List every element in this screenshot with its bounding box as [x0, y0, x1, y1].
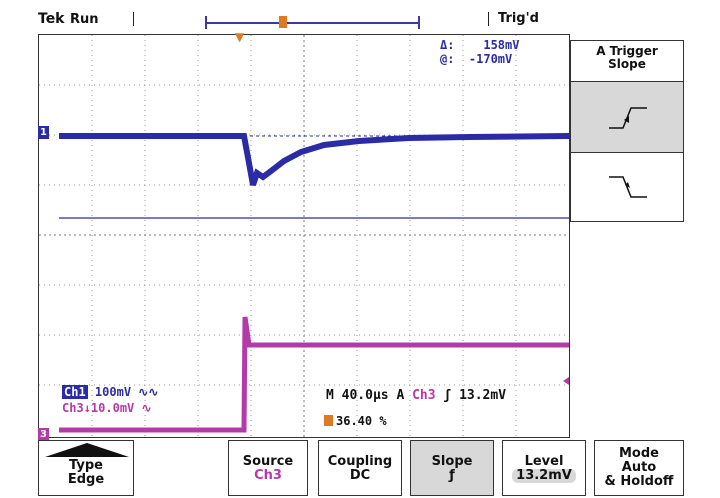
ch1-ground-marker[interactable]: 1 [38, 126, 49, 139]
coupling-button[interactable]: Coupling DC [318, 440, 402, 496]
delta-label: Δ: [440, 38, 455, 52]
side-menu: A Trigger Slope [570, 40, 684, 222]
ch1-scale: 100mV [94, 385, 132, 399]
trigger-position-readout: 36.40 % [324, 414, 387, 428]
timebase-readout: M 40.0µs A Ch3 ʃ 13.2mV [326, 388, 506, 403]
trigger-level: 13.2mV [459, 388, 507, 403]
side-menu-title: A Trigger Slope [571, 41, 683, 81]
source-label: Source [242, 454, 294, 469]
holdoff-label: & Holdoff [604, 474, 674, 489]
ch3-scale-readout: Ch3↓10.0mV ∿ [62, 401, 152, 415]
side-menu-title-line2: Slope [608, 57, 646, 71]
trigger-status: Trig'd [498, 11, 539, 26]
trigger-position-marker [279, 16, 287, 28]
ch3-ground-marker[interactable]: 3 [38, 428, 49, 441]
record-view-bar [205, 16, 420, 29]
coupling-label: Coupling [327, 454, 393, 469]
at-value: -170mV [468, 52, 513, 66]
ch1-waveform [59, 133, 569, 186]
falling-slope-icon [609, 176, 647, 198]
level-value: 13.2mV [512, 469, 576, 483]
ac-coupling-icon: ∿∿ [138, 385, 159, 399]
level-button[interactable]: Level 13.2mV [502, 440, 586, 496]
waveform-display [38, 34, 570, 438]
bottom-menu: Type Edge Source Ch3 Coupling DC Slope ƒ… [38, 440, 684, 496]
bandwidth-icon: ∿ [141, 401, 152, 415]
side-menu-title-line1: A Trigger [596, 44, 658, 58]
source-value: Ch3 [254, 468, 282, 483]
slope-label: Slope [431, 454, 473, 469]
coupling-value: DC [349, 468, 371, 483]
brand-label: Tek [38, 11, 65, 27]
mode-value: Auto [621, 460, 657, 475]
triangle-up-icon [45, 443, 129, 457]
level-label: Level [524, 454, 564, 469]
trigger-marker-icon [324, 415, 333, 426]
trigger-source: Ch3 [412, 388, 436, 403]
at-label: @: [440, 52, 455, 66]
rising-edge-icon: ʃ [443, 388, 452, 403]
type-label: Type [69, 458, 103, 473]
slope-button[interactable]: Slope ƒ [410, 440, 494, 496]
slope-value: ƒ [449, 468, 455, 483]
divider [133, 12, 134, 26]
mode-label: Mode [619, 446, 659, 461]
source-button[interactable]: Source Ch3 [228, 440, 308, 496]
rising-slope-icon [609, 107, 647, 129]
trigger-point-marker: ▼ [235, 30, 245, 44]
trigger-type-button[interactable]: Type Edge [38, 440, 134, 496]
trigger-level-arrow [563, 377, 569, 385]
cursor-readout: Δ: 158mV @: -170mV [440, 38, 519, 66]
rising-slope-option[interactable] [571, 81, 683, 153]
divider [488, 12, 489, 26]
trigger-position-value: 36.40 % [336, 414, 387, 428]
ch3-waveform [59, 316, 569, 433]
ch1-scale-readout: Ch1 100mV ∿∿ [62, 385, 158, 399]
ch1-tag: Ch1 [62, 385, 88, 399]
delta-value: 158mV [483, 38, 520, 52]
ch3-tag: Ch3 [62, 401, 84, 415]
type-value: Edge [67, 472, 105, 487]
status-bar: Tek Run Trig'd [0, 0, 720, 34]
mode-holdoff-button[interactable]: Mode Auto & Holdoff [594, 440, 684, 496]
falling-slope-option[interactable] [571, 153, 683, 221]
ch3-scale: 10.0mV [90, 401, 135, 415]
run-state: Run [70, 12, 99, 27]
timebase-text: M 40.0µs A [326, 388, 405, 403]
waveform-graticule [39, 35, 569, 437]
